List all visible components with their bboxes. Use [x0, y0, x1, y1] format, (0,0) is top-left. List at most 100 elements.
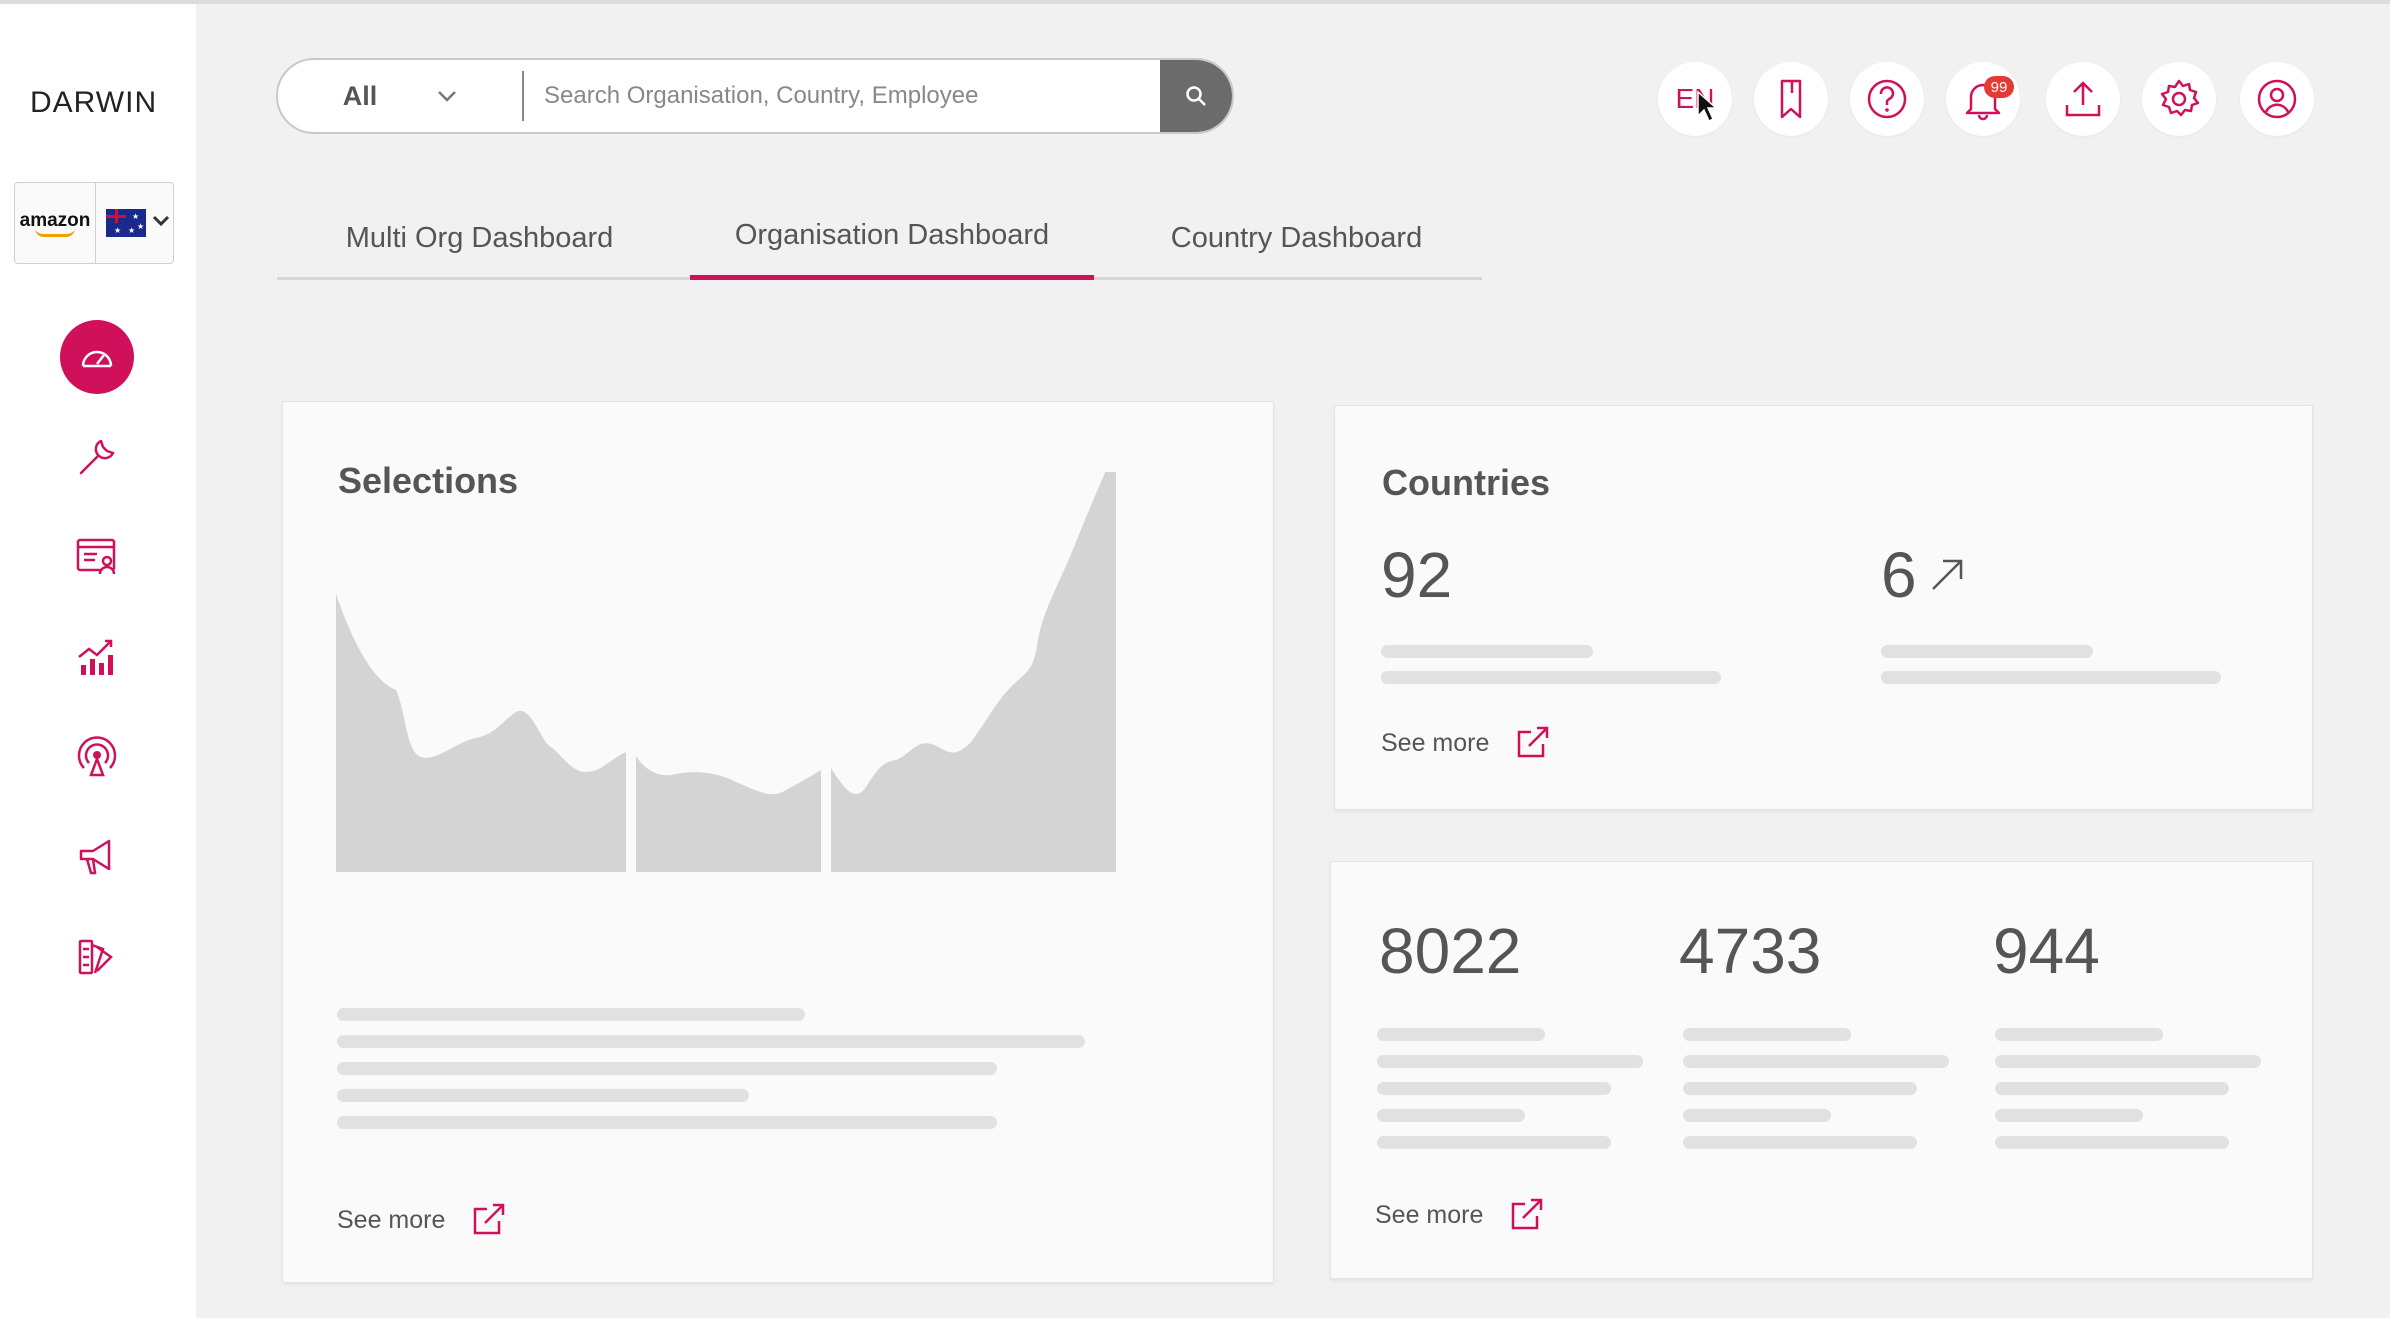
countries-change: 6	[1881, 538, 1967, 612]
search-divider	[522, 71, 524, 121]
search-button[interactable]	[1160, 60, 1232, 132]
see-more-link[interactable]: See more	[1381, 726, 1551, 760]
skeleton-line	[1881, 671, 2221, 684]
amazon-smile-icon	[35, 228, 75, 237]
see-more-label: See more	[1381, 728, 1490, 757]
sidebar-item-broadcast[interactable]	[60, 720, 134, 794]
swatches-icon	[78, 939, 113, 975]
australia-flag-icon: ★ ★ ★ ★	[106, 209, 146, 237]
sidebar-item-dashboard[interactable]	[60, 320, 134, 394]
bookmark-button[interactable]	[1754, 62, 1828, 136]
notifications-button[interactable]: 99	[1946, 62, 2020, 136]
global-search: All	[276, 58, 1234, 134]
skeleton-line	[337, 1089, 749, 1102]
countries-total: 92	[1381, 539, 1453, 611]
org-logo: amazon	[15, 183, 96, 263]
sidebar-item-directory[interactable]	[60, 520, 134, 594]
notification-badge: 99	[1984, 76, 2014, 98]
see-more-label: See more	[1375, 1200, 1484, 1229]
arrow-up-right-icon	[1931, 559, 1962, 590]
countries-card: Countries 92 6 See more	[1334, 405, 2313, 810]
app-logo[interactable]: DARWIN	[30, 86, 158, 119]
skeleton-line	[1683, 1028, 1851, 1041]
see-more-link[interactable]: See more	[1375, 1198, 1545, 1232]
countries-change-value: 6	[1881, 539, 1917, 611]
skeleton-line	[1381, 671, 1721, 684]
sidebar-item-announcements[interactable]	[60, 820, 134, 894]
skeleton-line	[337, 1116, 997, 1129]
sidebar-item-palette[interactable]	[60, 920, 134, 994]
skeleton-line	[337, 1035, 1085, 1048]
see-more-label: See more	[337, 1205, 446, 1234]
search-input[interactable]	[524, 60, 1160, 132]
id-card-icon	[76, 538, 116, 575]
settings-button[interactable]	[2142, 62, 2216, 136]
chart-area-segment-2	[636, 756, 821, 872]
skeleton-line	[1995, 1055, 2261, 1068]
skeleton-line	[1683, 1109, 1831, 1122]
search-icon	[1186, 86, 1206, 106]
chevron-down-icon	[438, 91, 457, 102]
tab-organisation-dashboard[interactable]: Organisation Dashboard	[690, 196, 1094, 280]
tab-label: Multi Org Dashboard	[345, 221, 614, 254]
skeleton-line	[1683, 1136, 1917, 1149]
skeleton-line	[1881, 645, 2093, 658]
dashboard-tabs: Multi Org Dashboard Organisation Dashboa…	[277, 196, 1482, 280]
profile-button[interactable]	[2240, 62, 2314, 136]
external-link-icon	[1518, 726, 1549, 758]
skeleton-line	[1377, 1136, 1611, 1149]
search-scope-value: All	[342, 80, 378, 111]
external-link-icon	[1512, 1198, 1543, 1230]
sidebar-item-tools[interactable]	[60, 420, 134, 494]
tab-label: Organisation Dashboard	[734, 219, 1050, 251]
stat-value-3: 944	[1993, 915, 2100, 987]
skeleton-line	[1995, 1028, 2163, 1041]
see-more-link[interactable]: See more	[337, 1203, 507, 1237]
search-scope-select[interactable]: All	[278, 60, 522, 132]
org-country-switcher[interactable]: amazon ★ ★ ★ ★	[14, 182, 174, 264]
upload-button[interactable]	[2046, 62, 2120, 136]
mouse-cursor-icon	[1697, 90, 1718, 123]
selections-area-chart	[336, 472, 1116, 872]
sidebar: DARWIN amazon ★ ★ ★ ★	[0, 4, 196, 1318]
skeleton-line	[1683, 1082, 1917, 1095]
sidebar-item-analytics[interactable]	[60, 620, 134, 694]
skeleton-line	[1377, 1082, 1611, 1095]
stat-value-1: 8022	[1379, 915, 1522, 987]
card-title: Selections	[338, 460, 519, 501]
chart-area-segment-1	[336, 594, 626, 872]
skeleton-line	[1995, 1109, 2143, 1122]
window-top-border	[0, 0, 2390, 4]
skeleton-line	[1377, 1028, 1545, 1041]
skeleton-line	[1377, 1055, 1643, 1068]
card-title: Countries	[1382, 462, 1551, 503]
language-button[interactable]: EN	[1658, 62, 1732, 136]
tab-multi-org-dashboard[interactable]: Multi Org Dashboard	[277, 196, 682, 280]
user-icon	[2257, 79, 2297, 119]
megaphone-icon	[79, 839, 111, 875]
gear-icon	[2160, 79, 2200, 117]
bookmark-icon	[1780, 79, 1802, 119]
upload-icon	[2065, 81, 2101, 117]
help-icon	[1867, 79, 1907, 119]
skeleton-line	[1377, 1109, 1525, 1122]
gauge-icon	[81, 350, 113, 368]
stats-card: 8022 4733 944 See more	[1330, 861, 2313, 1279]
skeleton-line	[1995, 1082, 2229, 1095]
chart-area-segment-3	[831, 472, 1116, 872]
skeleton-line	[1683, 1055, 1949, 1068]
skeleton-line	[1995, 1136, 2229, 1149]
skeleton-line	[337, 1062, 997, 1075]
tab-country-dashboard[interactable]: Country Dashboard	[1094, 196, 1499, 280]
skeleton-line	[1381, 645, 1593, 658]
skeleton-line	[337, 1008, 805, 1021]
org-name: amazon	[19, 209, 91, 231]
tab-label: Country Dashboard	[1170, 221, 1423, 254]
broadcast-icon	[77, 736, 117, 777]
help-button[interactable]	[1850, 62, 1924, 136]
external-link-icon	[474, 1203, 505, 1235]
stat-value-2: 4733	[1679, 915, 1822, 987]
chart-icon	[78, 639, 113, 675]
chevron-down-icon[interactable]	[152, 214, 170, 232]
wrench-icon	[79, 439, 115, 475]
